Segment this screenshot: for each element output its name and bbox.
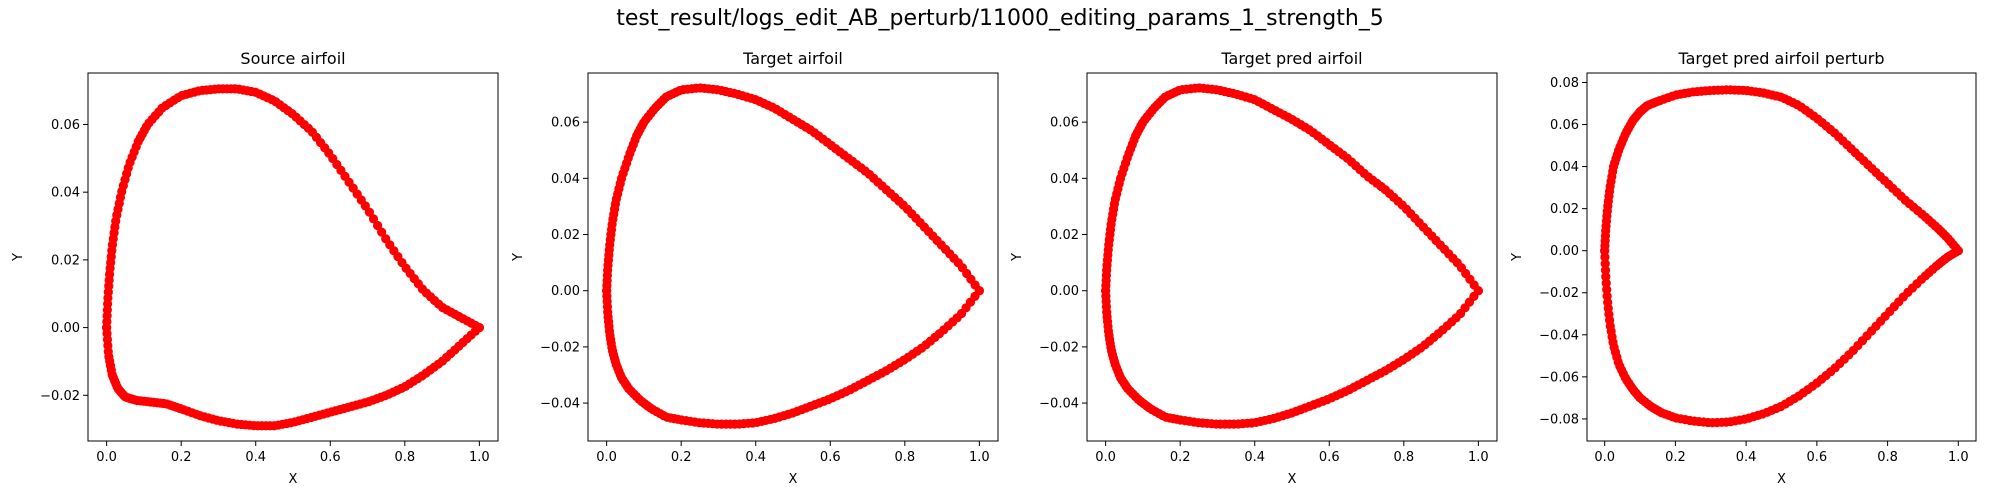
- data-point: [1473, 286, 1483, 296]
- y-tick-label: 0.02: [1050, 228, 1079, 243]
- x-axis-label: X: [289, 472, 298, 487]
- x-tick-label: 0.8: [394, 450, 415, 465]
- x-tick-label: 0.6: [820, 450, 841, 465]
- y-tick-label: 0.02: [551, 228, 580, 243]
- y-tick-label: 0.02: [1550, 202, 1579, 217]
- subplot-1: Source airfoil 0.0 0.2 0.4 0.6 0.8 1.0 −0.02 0.0…: [11, 49, 499, 487]
- data-series: [1101, 83, 1483, 429]
- y-axis-label: Y: [1010, 253, 1025, 262]
- y-tick-label: 0.04: [551, 172, 580, 187]
- y-tick-label: −0.04: [540, 397, 580, 412]
- y-tick-label: −0.08: [1539, 412, 1579, 427]
- x-tick-label: 1.0: [969, 450, 990, 465]
- data-point: [377, 227, 387, 237]
- y-tick-label: 0.00: [51, 321, 80, 336]
- axes-frame: [587, 72, 999, 442]
- data-series: [102, 84, 484, 431]
- data-point: [1600, 246, 1610, 256]
- x-tick-label: 0.2: [1665, 450, 1686, 465]
- y-tick-label: −0.02: [1539, 286, 1579, 301]
- figure-suptitle: test_result/logs_edit_AB_perturb/11000_e…: [616, 6, 1384, 31]
- x-tick-label: 0.6: [1807, 450, 1828, 465]
- subplot-2: Target airfoil 0.0 0.2 0.4 0.6 0.8 1.0 −0.04 −0.…: [511, 49, 999, 487]
- axes-frame: [1586, 72, 1977, 442]
- data-series: [1600, 85, 1963, 428]
- y-tick-label: −0.04: [1539, 328, 1579, 343]
- data-point: [1600, 265, 1611, 275]
- x-axis-label: X: [1777, 472, 1786, 487]
- y-axis-label: Y: [511, 253, 526, 262]
- y-tick-label: 0.08: [1550, 76, 1579, 91]
- x-tick-label: 1.0: [1948, 450, 1969, 465]
- subplot-title: Source airfoil: [240, 49, 345, 68]
- x-tick-label: 0.4: [1244, 450, 1265, 465]
- data-point: [1953, 246, 1963, 256]
- y-tick-label: 0.02: [51, 253, 80, 268]
- y-tick-label: −0.02: [1039, 340, 1079, 355]
- y-tick-label: −0.06: [1539, 370, 1579, 385]
- x-tick-label: 0.2: [171, 450, 192, 465]
- y-tick-label: 0.06: [51, 118, 80, 133]
- x-tick-label: 0.6: [320, 450, 341, 465]
- data-point: [974, 286, 984, 296]
- y-tick-label: 0.06: [1050, 116, 1079, 131]
- y-tick-label: 0.04: [1550, 160, 1579, 175]
- y-tick-label: 0.06: [551, 116, 580, 131]
- data-series: [602, 83, 984, 429]
- y-tick-label: 0.00: [1050, 284, 1079, 299]
- subplot-title: Target airfoil: [742, 49, 843, 68]
- x-tick-label: 0.4: [1736, 450, 1757, 465]
- x-tick-label: 0.0: [96, 450, 117, 465]
- x-tick-label: 0.2: [671, 450, 692, 465]
- x-tick-label: 0.6: [1319, 450, 1340, 465]
- data-point: [364, 207, 375, 217]
- y-tick-label: −0.02: [40, 389, 80, 404]
- x-tick-label: 1.0: [1468, 450, 1489, 465]
- x-axis-label: X: [789, 472, 798, 487]
- subplot-title: Target pred airfoil perturb: [1677, 49, 1884, 68]
- y-tick-label: −0.04: [1039, 397, 1079, 412]
- data-point: [368, 214, 379, 224]
- data-point: [474, 322, 484, 333]
- x-tick-label: 0.8: [1393, 450, 1414, 465]
- y-tick-label: 0.00: [1550, 244, 1579, 259]
- x-tick-label: 1.0: [469, 450, 490, 465]
- x-tick-label: 0.0: [1095, 450, 1116, 465]
- subplot-3: Target pred airfoil 0.0 0.2 0.4 0.6 0.8 1.0 −0.…: [1010, 49, 1498, 487]
- subplot-title: Target pred airfoil: [1220, 49, 1362, 68]
- data-point: [372, 220, 383, 231]
- y-tick-label: 0.00: [551, 284, 580, 299]
- x-tick-label: 0.0: [1594, 450, 1615, 465]
- x-tick-label: 0.4: [245, 450, 266, 465]
- x-tick-label: 0.4: [745, 450, 766, 465]
- data-point: [1600, 252, 1610, 262]
- y-axis-label: Y: [11, 253, 26, 262]
- x-tick-label: 0.8: [894, 450, 915, 465]
- y-tick-label: 0.04: [1050, 172, 1079, 187]
- y-tick-label: 0.06: [1550, 118, 1579, 133]
- subplot-4: Target pred airfoil perturb 0.0 0.2 0.4 0.6 0…: [1510, 49, 1977, 487]
- axes-frame: [87, 72, 499, 442]
- y-tick-label: 0.04: [51, 186, 80, 201]
- y-tick-label: −0.02: [540, 340, 580, 355]
- x-tick-label: 0.8: [1877, 450, 1898, 465]
- x-tick-label: 0.0: [596, 450, 617, 465]
- x-tick-label: 0.2: [1170, 450, 1191, 465]
- axes-frame: [1086, 72, 1498, 442]
- data-point: [1600, 259, 1610, 269]
- y-axis-label: Y: [1510, 253, 1525, 262]
- x-axis-label: X: [1288, 472, 1297, 487]
